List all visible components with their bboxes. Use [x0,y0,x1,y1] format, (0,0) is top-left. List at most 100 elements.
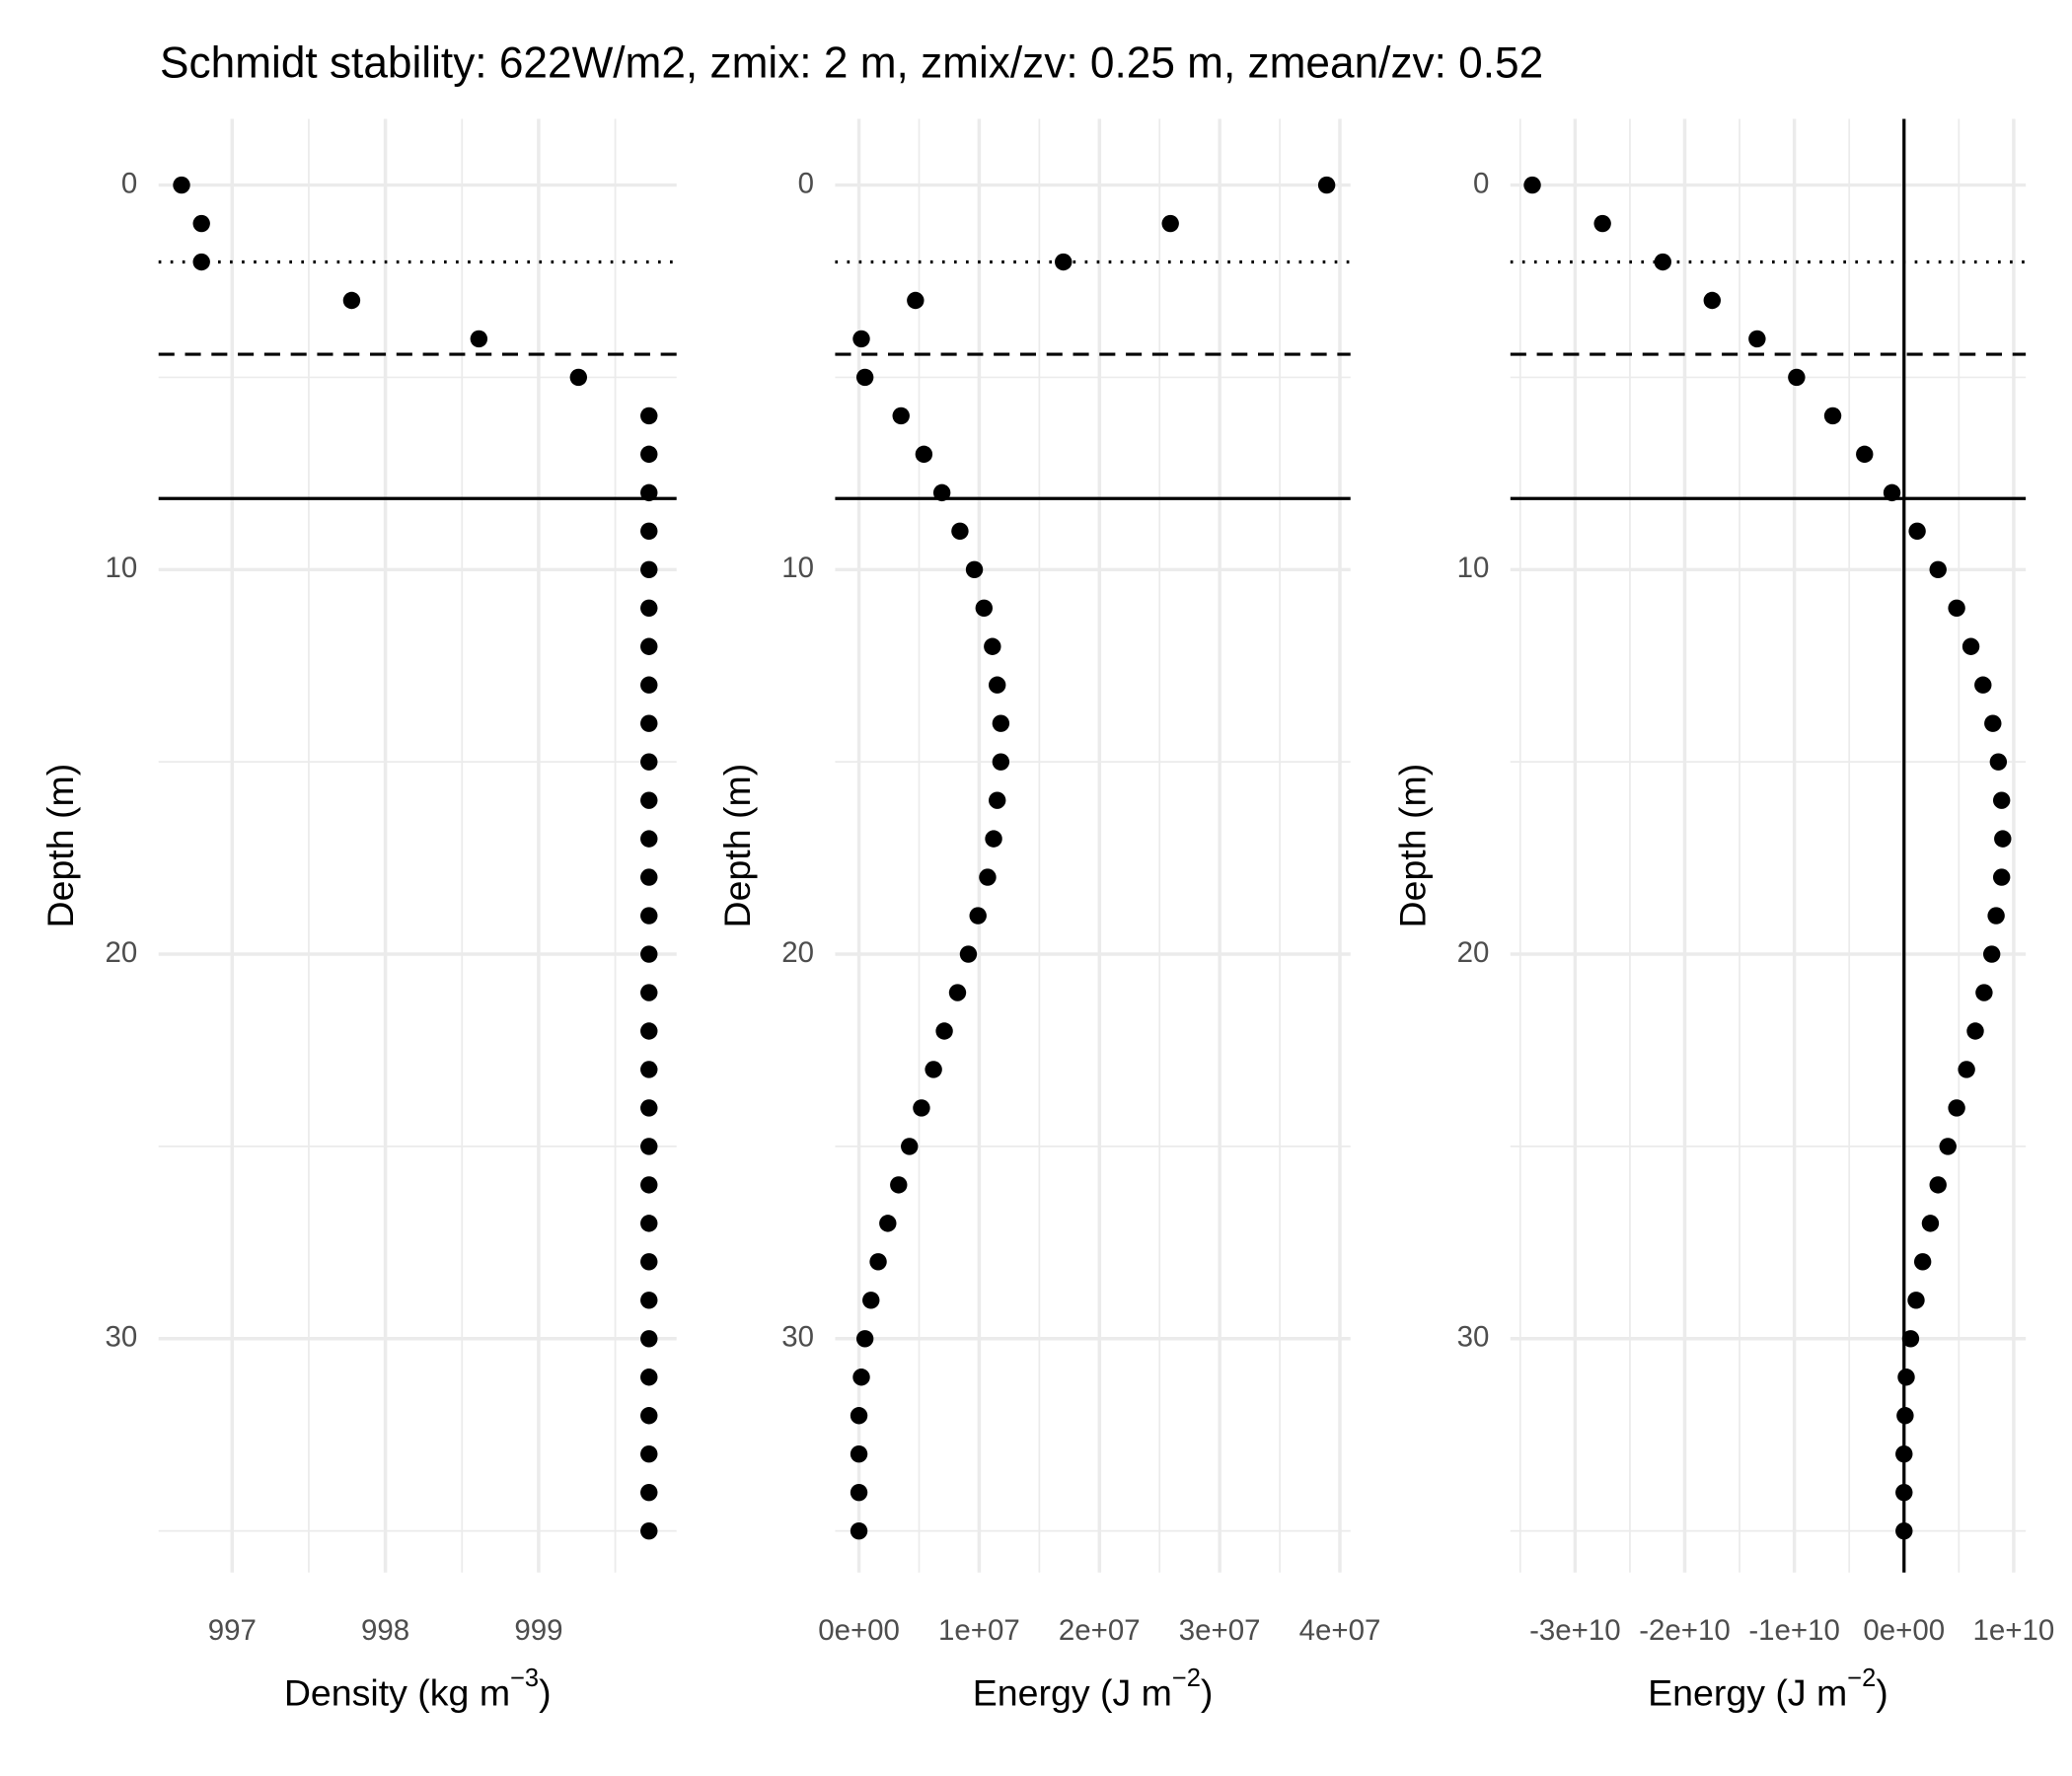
point [1992,791,2011,809]
x-axis-label: Energy (J m−2) [973,1665,1214,1713]
point [1055,253,1073,271]
y-tick-label: 20 [781,936,814,969]
point [992,753,1010,771]
point [342,291,361,310]
y-tick-label: 0 [798,167,814,199]
point [640,1521,658,1540]
point [640,1061,658,1078]
x-axis-label: Energy (J m−2) [1648,1665,1888,1713]
y-tick-label: 10 [1457,552,1490,584]
figure-title: Schmidt stability: 622W/m2, zmix: 2 m, z… [160,39,1543,88]
point [640,1176,658,1194]
x-axis-label-text: Energy (J m [973,1671,1172,1713]
point [850,1407,868,1425]
point [1987,907,2005,925]
point [948,984,967,1001]
point [640,984,658,1001]
y-axis-label: Depth (m) [39,764,81,928]
point [969,907,987,925]
point [913,1099,930,1117]
point [988,676,1006,694]
x-tick-label: 3e+07 [1179,1614,1261,1647]
point [869,1253,887,1271]
y-tick-label: 10 [106,552,138,584]
point [892,407,910,425]
point [890,1176,908,1194]
point [992,714,1010,732]
y-tick-label: 30 [1457,1321,1490,1354]
point [959,945,978,963]
point [1948,599,1965,617]
x-tick-label: 2e+07 [1059,1614,1141,1647]
point [1896,1407,1914,1425]
point [640,1253,658,1271]
y-axis-label: Depth (m) [1391,764,1433,928]
point [640,560,658,579]
y-tick-label: 20 [1457,936,1490,969]
point [932,483,951,502]
point [192,253,210,271]
point [1966,1022,1984,1040]
point [1883,483,1901,502]
point [852,1369,870,1386]
point [640,445,658,464]
point [879,1215,897,1232]
point [640,522,658,541]
point [640,1369,658,1386]
point [640,637,658,655]
point [855,368,874,387]
point [640,753,658,771]
point [1897,1369,1915,1386]
point [1317,176,1336,194]
point [1908,522,1926,541]
y-tick-label: 0 [1473,167,1489,199]
point [640,599,658,617]
point [1895,1483,1913,1502]
point [640,791,658,809]
point [640,714,658,732]
point [850,1483,868,1502]
point [1989,753,2008,771]
point [988,791,1006,809]
x-tick-label: 997 [208,1614,257,1647]
point [569,368,588,387]
y-tick-label: 30 [781,1321,814,1354]
x-axis-label-text: Energy (J m [1648,1671,1847,1713]
point [1921,1215,1940,1232]
point [907,291,925,310]
point [1958,1061,1975,1078]
point [1895,1445,1913,1463]
point [1961,637,1980,655]
x-tick-label: 998 [361,1614,409,1647]
x-axis-label: Density (kg m−3) [284,1665,552,1713]
point [640,868,658,886]
point [979,868,997,886]
point [1994,830,2012,848]
y-tick-label: 20 [106,936,138,969]
point [1974,676,1992,694]
point [1948,1099,1965,1117]
point [915,445,933,464]
x-tick-label: 1e+07 [938,1614,1020,1647]
point [985,830,1002,848]
point [1823,407,1842,425]
y-tick-label: 30 [106,1321,138,1354]
point [640,1407,658,1425]
point [640,1445,658,1463]
point [1901,1330,1920,1348]
point [1975,984,1993,1001]
point [640,1138,658,1155]
point [1703,291,1721,310]
point [192,214,210,233]
point [640,1292,658,1309]
point [1982,945,2001,963]
point [640,1099,658,1117]
point [852,330,870,348]
point [640,1483,658,1502]
point [1929,560,1947,579]
y-tick-label: 0 [121,167,137,199]
point [1748,330,1766,348]
x-tick-label: 1e+10 [1973,1614,2055,1647]
x-axis-label-text: Density (kg m [284,1671,510,1713]
point [935,1022,953,1040]
